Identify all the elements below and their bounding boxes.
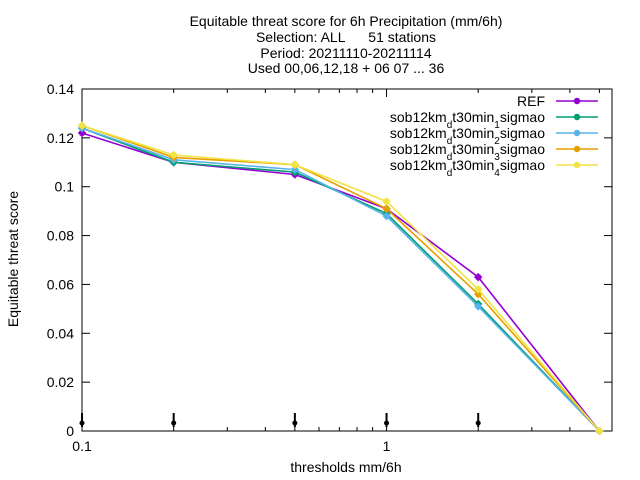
axis-ticks: 0 0.02 0.04 0.06 0.08 0.1 0.12 0.14 0.1 1 [47, 81, 612, 454]
legend-label-1: REF [517, 93, 545, 109]
x-tick-label: 0.1 [72, 438, 92, 454]
title-line-3: Period: 20211110-20211114 [260, 45, 431, 61]
legend-swatch-point [573, 97, 581, 105]
series-line-5 [81, 124, 601, 432]
y-tick-label: 0.14 [47, 81, 74, 97]
legend: REFsob12kmdt30min1sigmaosob12kmdt30min2s… [390, 93, 598, 179]
threshold-marker-dot [384, 420, 390, 426]
plot-area [81, 88, 613, 432]
threshold-marker-dot [171, 420, 177, 426]
x-tick-label: 1 [383, 438, 391, 454]
y-tick-label: 0.02 [47, 374, 74, 390]
legend-swatch-point [573, 129, 581, 137]
y-axis-label: Equitable threat score [5, 191, 21, 327]
series-line-3 [81, 127, 600, 432]
legend-swatch-point [573, 161, 581, 169]
y-tick-label: 0 [66, 423, 74, 439]
title-line-4: Used 00,06,12,18 + 06 07 ... 36 [248, 60, 445, 76]
plot-frame [81, 88, 613, 432]
series-line-2 [81, 127, 600, 432]
title-line-1: Equitable threat score for 6h Precipitat… [190, 13, 503, 29]
series-line-4 [81, 124, 600, 432]
chart-title: Equitable threat score for 6h Precipitat… [190, 13, 503, 76]
y-tick-label: 0.06 [47, 276, 74, 292]
threshold-marker-dot [79, 420, 85, 426]
legend-label-5: sob12kmdt30min4sigmao [390, 157, 545, 179]
legend-swatch-point [573, 113, 581, 121]
y-tick-label: 0.08 [47, 228, 74, 244]
title-line-2: Selection: ALL 51 stations [256, 29, 436, 45]
threshold-markers [79, 413, 481, 427]
x-axis-label: thresholds mm/6h [290, 459, 401, 475]
legend-label-4: sob12kmdt30min3sigmao [390, 141, 545, 163]
y-tick-label: 0.12 [47, 130, 74, 146]
series-line-1 [81, 132, 601, 432]
legend-label-3: sob12kmdt30min2sigmao [390, 125, 545, 147]
y-tick-label: 0.04 [47, 325, 74, 341]
legend-label-2: sob12kmdt30min1sigmao [390, 109, 545, 131]
threshold-marker-dot [475, 420, 481, 426]
threshold-marker-dot [292, 420, 298, 426]
series-layer [78, 121, 604, 435]
y-tick-label: 0.1 [55, 179, 75, 195]
legend-swatch-point [573, 145, 581, 153]
